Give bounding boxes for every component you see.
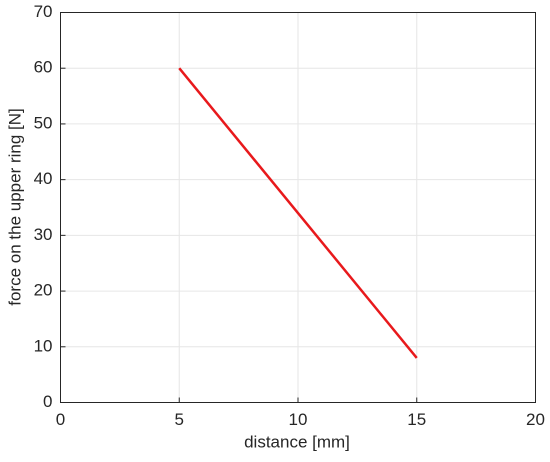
y-tick-label: 50 — [34, 113, 53, 132]
y-axis-label: force on the upper ring [N] — [5, 108, 24, 306]
x-tick-label: 20 — [526, 410, 545, 429]
x-tick-label: 10 — [289, 410, 308, 429]
y-tick-label: 60 — [34, 58, 53, 77]
y-tick-label: 30 — [34, 225, 53, 244]
x-axis-label: distance [mm] — [244, 432, 350, 451]
y-tick-label: 40 — [34, 169, 53, 188]
x-tick-label: 0 — [56, 410, 65, 429]
y-tick-label: 20 — [34, 281, 53, 300]
x-tick-label: 15 — [407, 410, 426, 429]
data-line — [178, 67, 418, 359]
grid — [60, 12, 536, 403]
y-tick-label: 70 — [34, 2, 53, 21]
x-tick-label: 5 — [175, 410, 184, 429]
y-tick-label: 0 — [43, 392, 52, 411]
y-tick-label: 10 — [34, 336, 53, 355]
